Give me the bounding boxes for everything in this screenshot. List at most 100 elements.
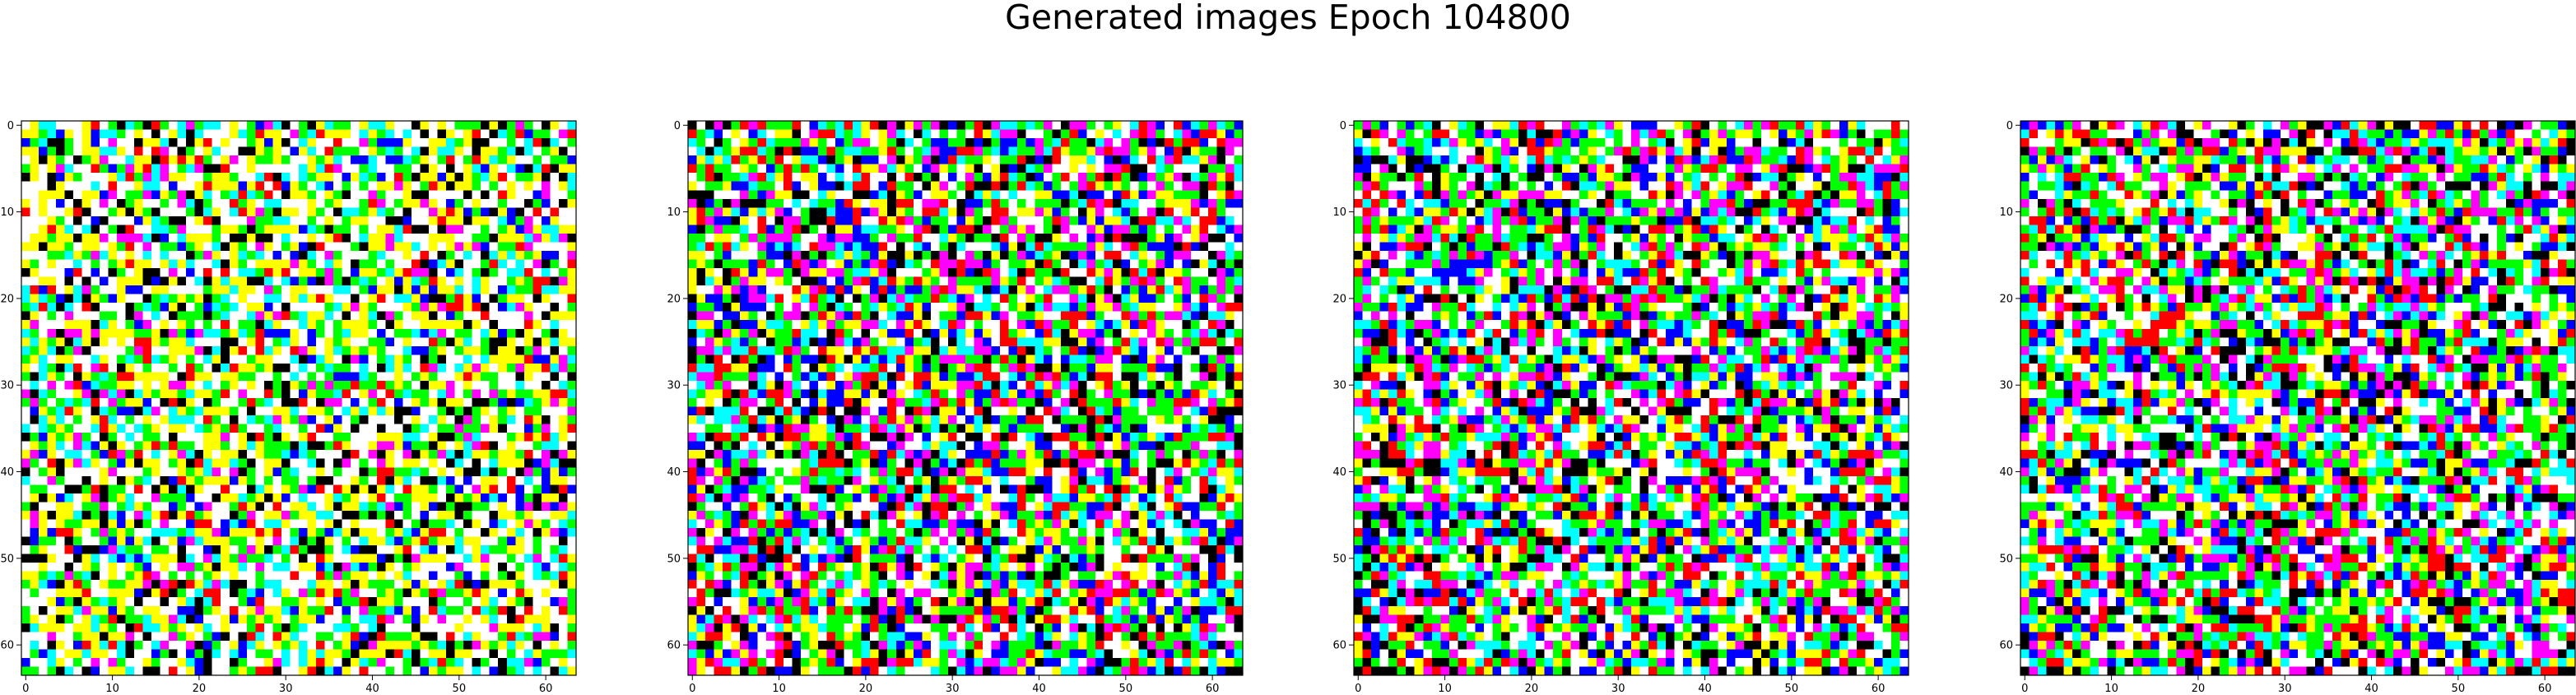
pixel [272,580,282,589]
pixel [359,198,369,208]
pixel [723,215,732,225]
pixel [558,268,568,277]
pixel [229,129,239,139]
pixel [1130,207,1139,217]
pixel [420,536,430,546]
pixel [290,623,300,632]
pixel [550,441,560,451]
pixel [1017,190,1027,200]
pixel [177,389,187,399]
pixel [212,554,221,563]
pixel [688,173,697,183]
pixel [108,519,118,529]
pixel [393,164,403,174]
pixel [541,173,551,183]
pixel [532,380,542,390]
pixel-grid [21,121,577,676]
pixel [1138,181,1148,191]
pixel [437,493,447,503]
pixel [116,389,126,399]
pixel [1043,190,1053,200]
pixel [116,164,126,174]
pixel [489,250,499,260]
pixel [333,441,342,451]
pixel [160,268,170,277]
pixel [489,138,499,147]
pixel [116,605,126,615]
pixel [541,155,551,164]
pixel [56,345,65,355]
pixel [463,571,472,581]
pixel [263,527,273,537]
pixel [385,181,395,191]
pixel [30,320,40,330]
pixel [550,181,560,191]
pixel [64,519,74,529]
pixel [142,303,152,312]
pixel [108,233,118,243]
pixel [64,571,74,581]
pixel [376,545,386,554]
pixel [446,121,455,130]
pixel [125,493,135,503]
pixel [523,545,533,554]
pixel [385,129,395,139]
pixel [428,354,438,364]
pixel [212,484,221,494]
pixel [541,527,551,537]
pixel [723,181,732,191]
pixel [826,181,836,191]
pixel [532,354,542,364]
pixel [73,303,83,312]
pixel [359,155,369,164]
pixel [272,294,282,303]
pixel [420,450,430,460]
pixel [705,146,714,156]
pixel [887,121,897,130]
pixel [169,294,178,303]
pixel [385,268,395,277]
pixel [299,146,308,156]
pixel [420,527,430,537]
pixel [351,441,360,451]
pixel [939,129,949,139]
pixel [91,242,100,252]
pixel [333,467,342,477]
pixel [299,268,308,277]
pixel [142,510,152,520]
pixel [532,138,542,147]
pixel [826,164,836,174]
pixel [21,320,30,330]
pixel [229,441,239,451]
pixel [1138,215,1148,225]
pixel [481,389,490,399]
pixel [385,363,395,373]
pixel [550,380,560,390]
pixel [359,640,369,650]
pixel [446,545,455,554]
pixel [246,632,256,642]
pixel [558,173,568,183]
pixel [108,588,118,598]
pixel [402,311,412,321]
pixel [142,484,152,494]
pixel [696,155,706,164]
pixel [30,502,40,512]
pixel [108,380,118,390]
pixel [567,354,577,364]
pixel [498,146,508,156]
pixel [965,198,974,208]
pixel [333,614,342,624]
pixel [221,588,230,598]
pixel [64,320,74,330]
pixel [446,632,455,642]
pixel [844,146,853,156]
pixel [385,345,395,355]
pixel [186,294,195,303]
pixel [541,580,551,589]
pixel [481,415,490,424]
pixel [272,259,282,269]
pixel [515,536,525,546]
pixel [1069,146,1079,156]
pixel [39,328,48,338]
